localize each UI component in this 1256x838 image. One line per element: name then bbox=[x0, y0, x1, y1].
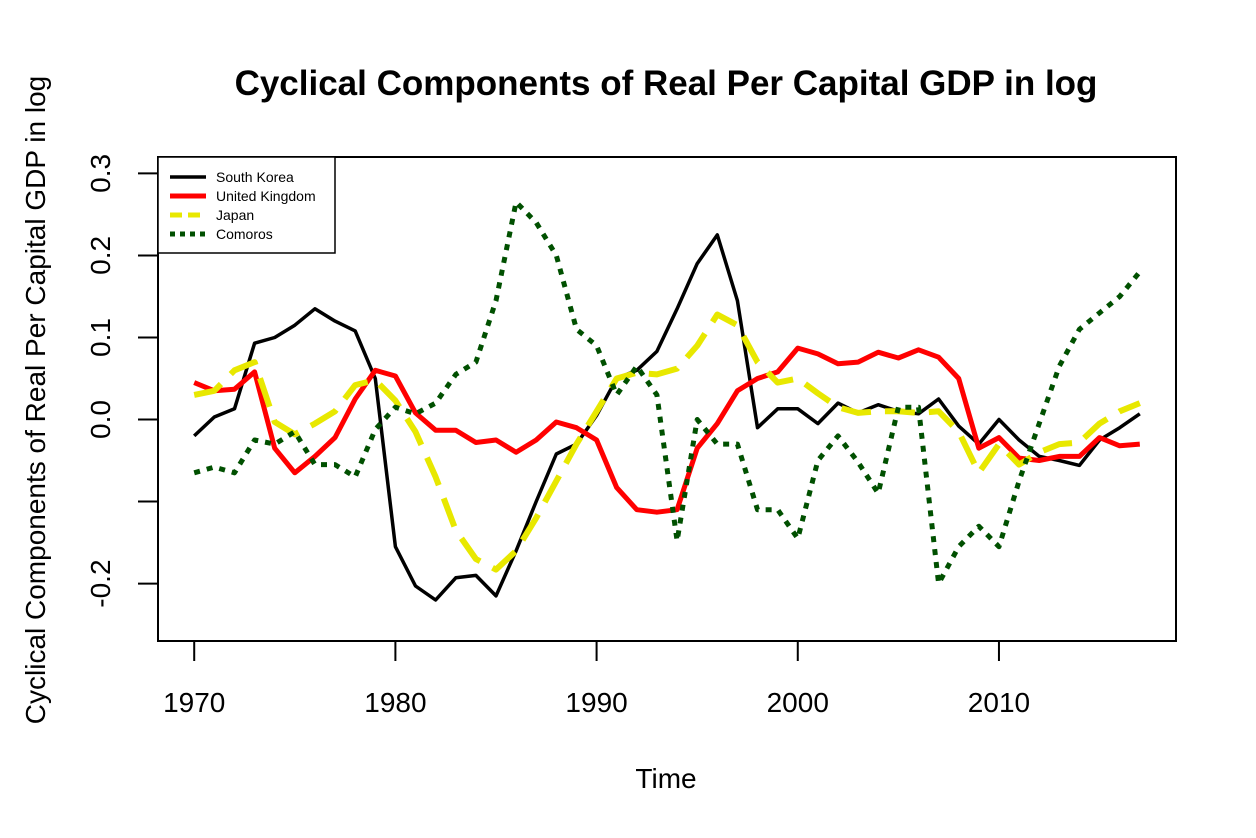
chart-title: Cyclical Components of Real Per Capital … bbox=[235, 64, 1098, 103]
x-tick-label: 2000 bbox=[767, 687, 829, 718]
legend: South Korea United Kingdom Japan Comoros bbox=[157, 156, 336, 254]
y-tick-label: 0.3 bbox=[85, 154, 116, 193]
y-tick-label: -0.2 bbox=[85, 559, 116, 607]
x-tick-label: 2010 bbox=[968, 687, 1030, 718]
y-tick-label: 0.2 bbox=[85, 236, 116, 275]
y-tick-label: 0.0 bbox=[85, 400, 116, 439]
series-line-united-kingdom bbox=[193, 345, 1141, 515]
series-line-comoros bbox=[193, 199, 1142, 587]
axes: 1970 1980 1990 2000 2010 -0.2 0.0 0.1 0.2 0.3 bbox=[85, 154, 1177, 718]
x-tick-label: 1970 bbox=[163, 687, 225, 718]
legend-box bbox=[157, 156, 336, 254]
x-tick-label: 1990 bbox=[565, 687, 627, 718]
plot-area bbox=[193, 199, 1142, 602]
x-axis-label: Time bbox=[635, 763, 696, 794]
y-tick-label: 0.1 bbox=[85, 318, 116, 357]
series-line-south-korea bbox=[193, 233, 1141, 602]
legend-label-united-kingdom: United Kingdom bbox=[216, 188, 316, 204]
x-tick-label: 1980 bbox=[364, 687, 426, 718]
legend-label-south-korea: South Korea bbox=[216, 169, 294, 185]
series-line-japan bbox=[193, 311, 1141, 573]
legend-label-comoros: Comoros bbox=[216, 226, 273, 242]
y-axis-label: Cyclical Components of Real Per Capital … bbox=[20, 76, 51, 724]
legend-label-japan: Japan bbox=[216, 207, 254, 223]
